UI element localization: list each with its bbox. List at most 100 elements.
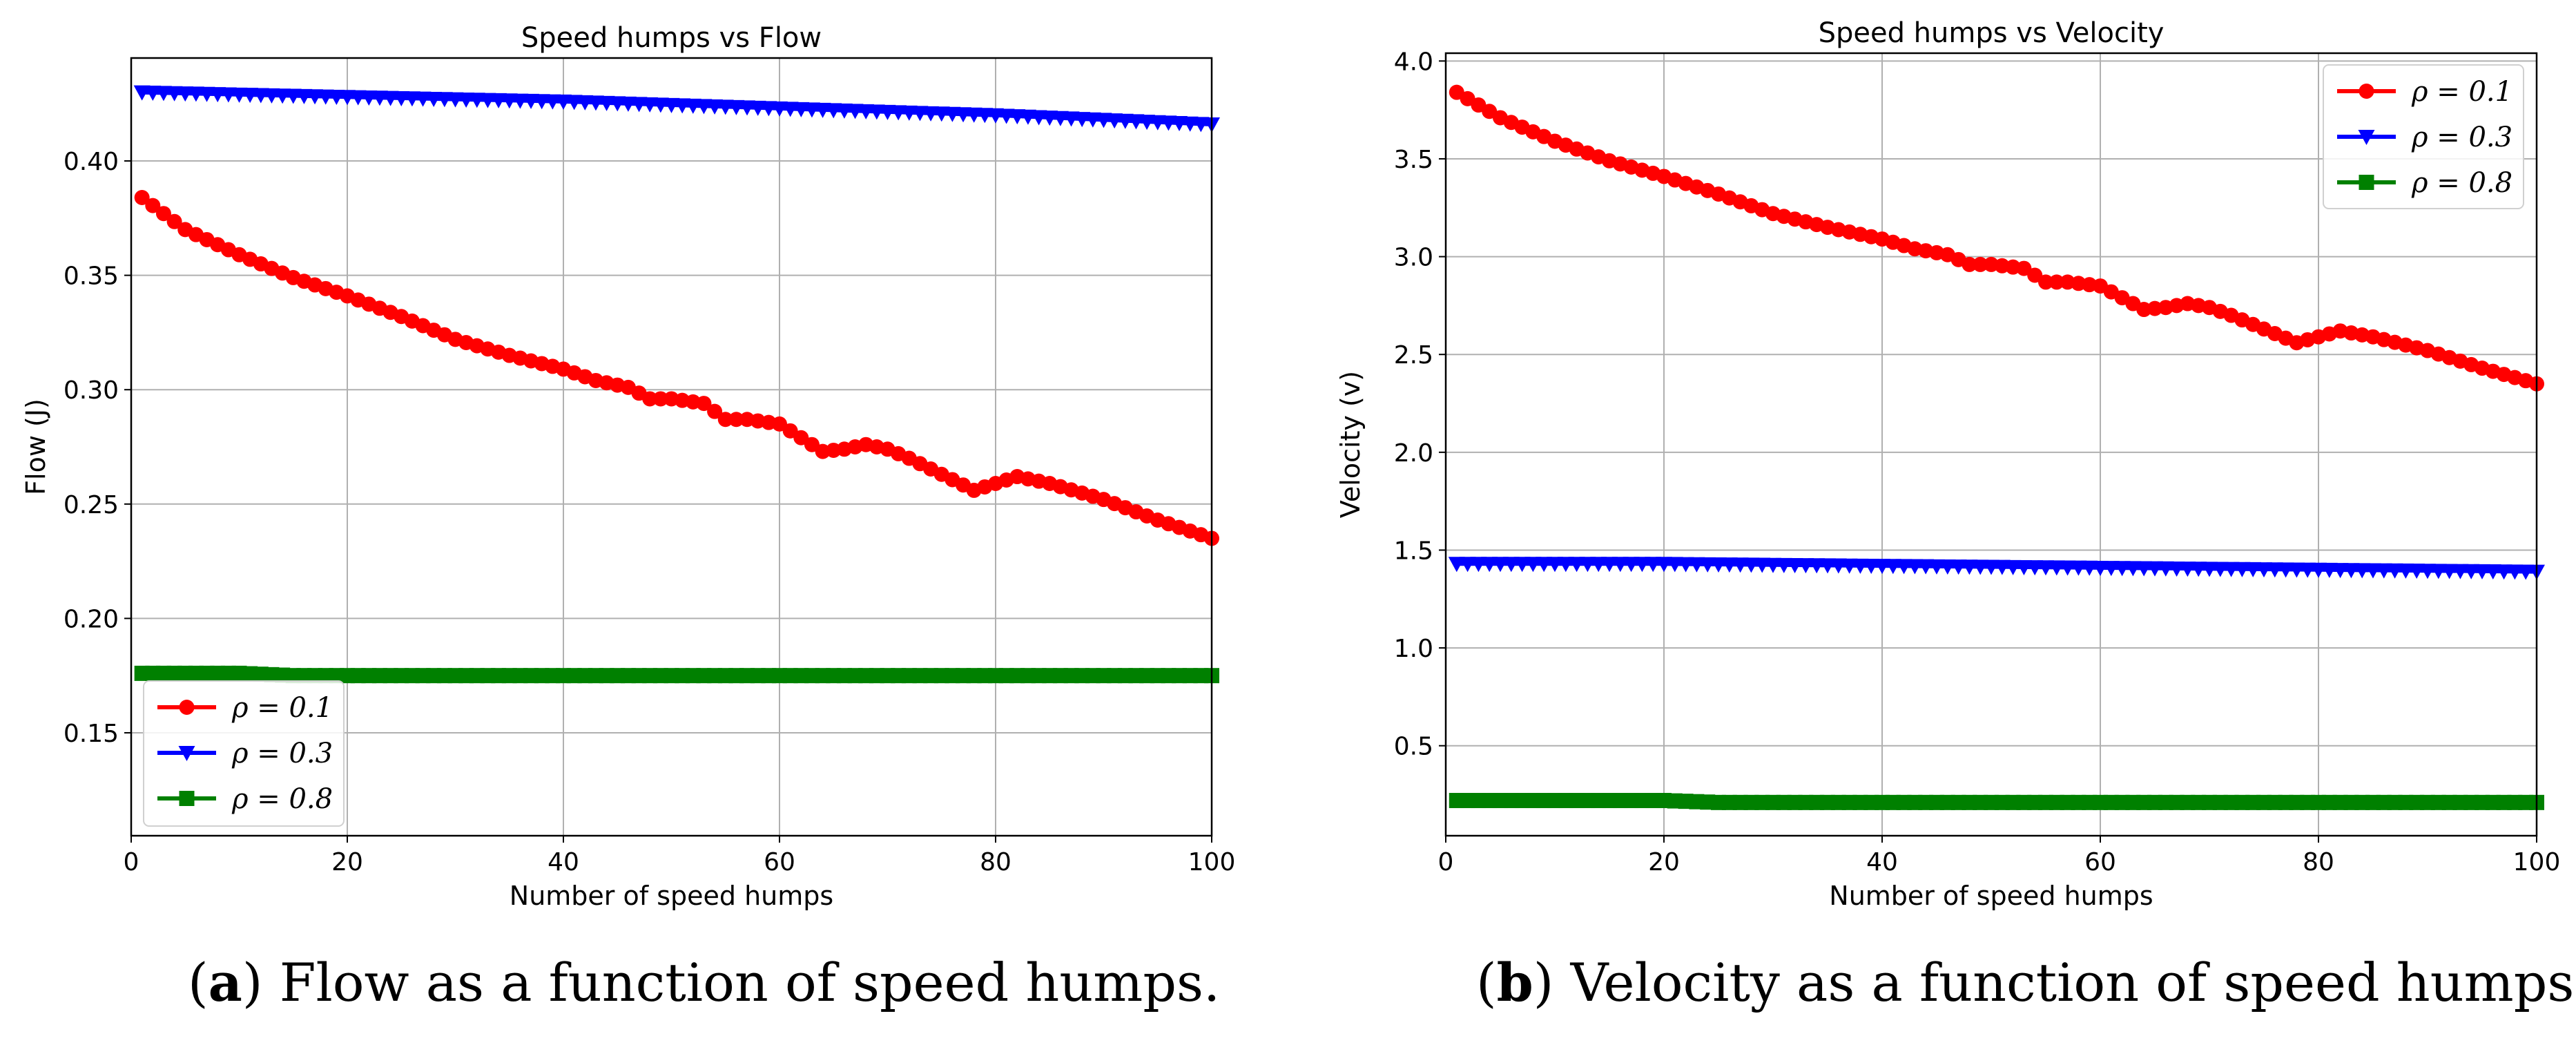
- data-point: [2397, 563, 2414, 579]
- data-point: [1160, 115, 1177, 131]
- data-point: [674, 98, 691, 114]
- data-point: [782, 102, 799, 117]
- data-point: [2299, 562, 2316, 578]
- data-point: [2136, 561, 2153, 577]
- data-point: [382, 90, 399, 106]
- data-point: [1939, 559, 1956, 575]
- data-point: [317, 89, 334, 105]
- data-point: [296, 88, 313, 104]
- data-point: [793, 430, 809, 445]
- data-point: [1547, 557, 1563, 573]
- data-point: [717, 99, 734, 115]
- axes-frame: [130, 57, 1213, 837]
- data-point: [2081, 560, 2098, 576]
- data-point: [782, 423, 798, 439]
- data-point: [1950, 559, 1967, 575]
- data-point: [609, 96, 626, 112]
- data-point: [2015, 559, 2033, 575]
- data-point: [739, 100, 756, 116]
- data-point: [1502, 557, 1520, 573]
- y-tick-label: 4.0: [1394, 48, 1433, 76]
- data-point: [1611, 557, 1629, 573]
- data-point: [998, 108, 1015, 124]
- data-point: [814, 102, 831, 118]
- legend-marker: [179, 791, 195, 806]
- data-point: [2147, 561, 2163, 577]
- data-point: [1470, 557, 1487, 573]
- y-tick-label: 0.5: [1394, 733, 1433, 761]
- data-point: [652, 97, 669, 113]
- data-point: [166, 86, 183, 102]
- data-point: [2484, 564, 2501, 580]
- data-point: [198, 86, 215, 102]
- data-point: [177, 86, 194, 102]
- caption-b-letter: b: [1496, 952, 1533, 1013]
- data-point: [2266, 562, 2283, 578]
- data-point: [2430, 564, 2447, 579]
- data-point: [2157, 561, 2174, 577]
- data-point: [1041, 111, 1058, 126]
- data-point: [858, 104, 875, 119]
- data-point: [728, 412, 744, 428]
- series-0: [1449, 84, 2544, 392]
- data-point: [2092, 560, 2109, 576]
- data-point: [533, 94, 550, 110]
- data-point: [2386, 563, 2403, 579]
- chart-title: Speed humps vs Flow: [521, 22, 822, 54]
- series-2: [1449, 793, 2544, 810]
- data-point: [209, 87, 226, 103]
- data-point: [976, 108, 994, 124]
- data-point: [2245, 562, 2262, 577]
- data-point: [1634, 557, 1651, 573]
- data-point: [523, 93, 540, 109]
- data-point: [2049, 274, 2064, 290]
- data-point: [868, 104, 885, 120]
- data-point: [2321, 562, 2338, 578]
- x-tick-label: 0: [1438, 848, 1454, 876]
- data-point: [252, 88, 269, 104]
- data-point: [2211, 562, 2229, 577]
- x-tick-label: 40: [548, 848, 579, 876]
- series-2: [134, 665, 1219, 684]
- data-point: [1492, 557, 1509, 573]
- y-axis-label: Flow (J): [21, 399, 51, 495]
- legend-label: ρ = 0.1: [231, 692, 333, 724]
- data-point: [1906, 559, 1924, 575]
- y-tick-label: 1.0: [1394, 635, 1433, 663]
- data-point: [2102, 561, 2120, 577]
- data-point: [1459, 557, 1476, 573]
- data-point: [1019, 109, 1036, 125]
- x-axis-label: Number of speed humps: [510, 881, 833, 911]
- data-point: [793, 102, 810, 117]
- data-point: [835, 103, 853, 119]
- caption-a-text: ) Flow as a function of speed humps.: [242, 952, 1221, 1013]
- data-point: [2474, 564, 2490, 579]
- data-point: [696, 396, 712, 412]
- data-point: [458, 92, 475, 108]
- y-tick-label: 0.15: [64, 720, 119, 748]
- data-point: [2506, 564, 2524, 580]
- data-point: [220, 87, 237, 103]
- y-tick-label: 0.25: [64, 491, 119, 519]
- data-point: [2124, 561, 2142, 577]
- data-point: [231, 87, 248, 103]
- data-point: [2026, 560, 2044, 576]
- data-point: [911, 106, 929, 122]
- data-point: [1699, 557, 1716, 573]
- data-point: [414, 91, 432, 107]
- y-tick-label: 2.5: [1394, 341, 1433, 370]
- data-point: [133, 85, 151, 101]
- data-point: [641, 97, 659, 113]
- data-point: [1623, 557, 1640, 573]
- data-point: [274, 88, 291, 104]
- data-point: [1786, 557, 1803, 573]
- data-point: [1568, 557, 1585, 573]
- data-point: [1052, 111, 1069, 126]
- data-point: [436, 92, 453, 108]
- data-point: [187, 86, 204, 102]
- data-point: [425, 91, 443, 107]
- data-point: [339, 90, 356, 106]
- data-point: [1557, 557, 1574, 573]
- data-point: [555, 94, 572, 110]
- data-point: [1895, 559, 1912, 575]
